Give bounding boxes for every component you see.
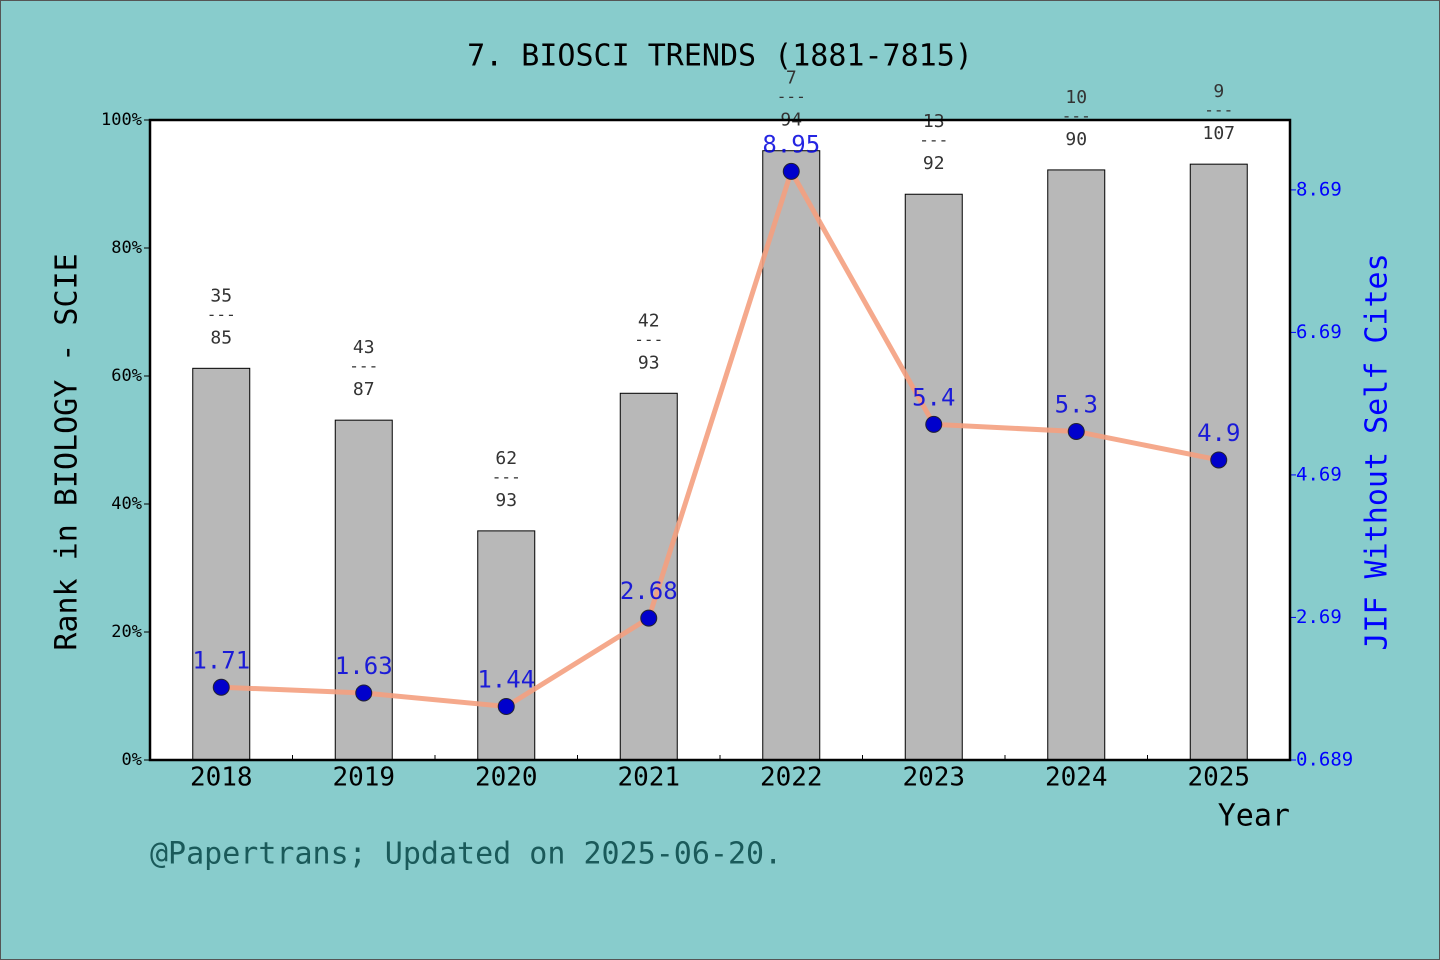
total-label: 85: [210, 327, 232, 348]
x-tick-label: 2020: [475, 763, 538, 793]
rank-separator: ---: [634, 330, 663, 349]
total-label: 93: [495, 490, 517, 511]
value-label: 8.95: [762, 130, 820, 158]
value-label: 1.71: [192, 646, 250, 674]
marker: [497, 697, 515, 715]
y-tick-label: 80%: [111, 238, 142, 258]
marker: [925, 415, 943, 433]
rank-separator: ---: [1204, 101, 1233, 120]
x-tick-label: 2018: [190, 763, 253, 793]
marker: [355, 684, 373, 702]
y-tick-label: 40%: [111, 494, 142, 514]
x-tick-label: 2024: [1045, 763, 1108, 793]
rank-label: 43: [353, 337, 375, 358]
total-label: 90: [1065, 129, 1087, 150]
bar: [192, 367, 251, 761]
rank-label: 13: [923, 111, 945, 132]
x-tick-label: 2022: [760, 763, 823, 793]
bar: [334, 419, 393, 761]
y2-tick-label: 0.689: [1296, 749, 1353, 771]
y2-tick-label: 6.69: [1296, 321, 1342, 343]
rank-separator: ---: [492, 467, 521, 486]
y2-axis-label: JIF Without Self Cites: [1360, 253, 1395, 650]
rank-separator: ---: [1062, 106, 1091, 125]
line: [221, 165, 1220, 710]
x-tick-label: 2019: [332, 763, 395, 793]
y-tick-label: 60%: [111, 366, 142, 386]
footer: @Papertrans; Updated on 2025-06-20.: [150, 837, 782, 872]
x-axis-label: Year: [1218, 799, 1290, 834]
bar: [477, 530, 536, 761]
x-tick-label: 2023: [902, 763, 965, 793]
rank-separator: ---: [349, 357, 378, 376]
y2-tick-label: 2.69: [1296, 606, 1342, 628]
rank-label: 62: [495, 448, 517, 469]
bar: [904, 193, 963, 761]
marker: [1210, 451, 1228, 469]
rank-label: 35: [210, 285, 232, 306]
value-label: 5.4: [912, 383, 955, 411]
rank-separator: ---: [207, 305, 236, 324]
value-label: 1.44: [477, 665, 535, 693]
y-axis-label: Rank in BIOLOGY - SCIE: [50, 253, 85, 650]
rank-label: 10: [1065, 87, 1087, 108]
y2-tick-label: 4.69: [1296, 463, 1342, 485]
rank-label: 9: [1213, 81, 1224, 102]
y2-tick-label: 8.69: [1296, 178, 1342, 200]
bar: [619, 392, 678, 761]
marker: [640, 609, 658, 627]
bar: [1047, 169, 1106, 761]
y-tick-label: 100%: [101, 110, 142, 130]
rank-label: 7: [786, 68, 797, 89]
chart-title: 7. BIOSCI TRENDS (1881-7815): [467, 39, 973, 74]
value-label: 1.63: [335, 652, 393, 680]
total-label: 92: [923, 153, 945, 174]
marker: [212, 678, 230, 696]
marker: [1067, 422, 1085, 440]
total-label: 87: [353, 379, 375, 400]
y-tick-label: 20%: [111, 622, 142, 642]
value-label: 4.9: [1197, 419, 1240, 447]
x-tick-label: 2021: [617, 763, 680, 793]
value-label: 5.3: [1055, 390, 1098, 418]
y-tick-label: 0%: [122, 750, 142, 770]
marker: [782, 162, 800, 180]
rank-separator: ---: [777, 87, 806, 106]
value-label: 2.68: [620, 577, 678, 605]
total-label: 107: [1202, 123, 1235, 144]
total-label: 93: [638, 352, 660, 373]
rank-label: 42: [638, 310, 660, 331]
bar: [762, 150, 821, 761]
x-tick-label: 2025: [1187, 763, 1250, 793]
plot-frame: [148, 118, 1292, 762]
rank-separator: ---: [919, 131, 948, 150]
